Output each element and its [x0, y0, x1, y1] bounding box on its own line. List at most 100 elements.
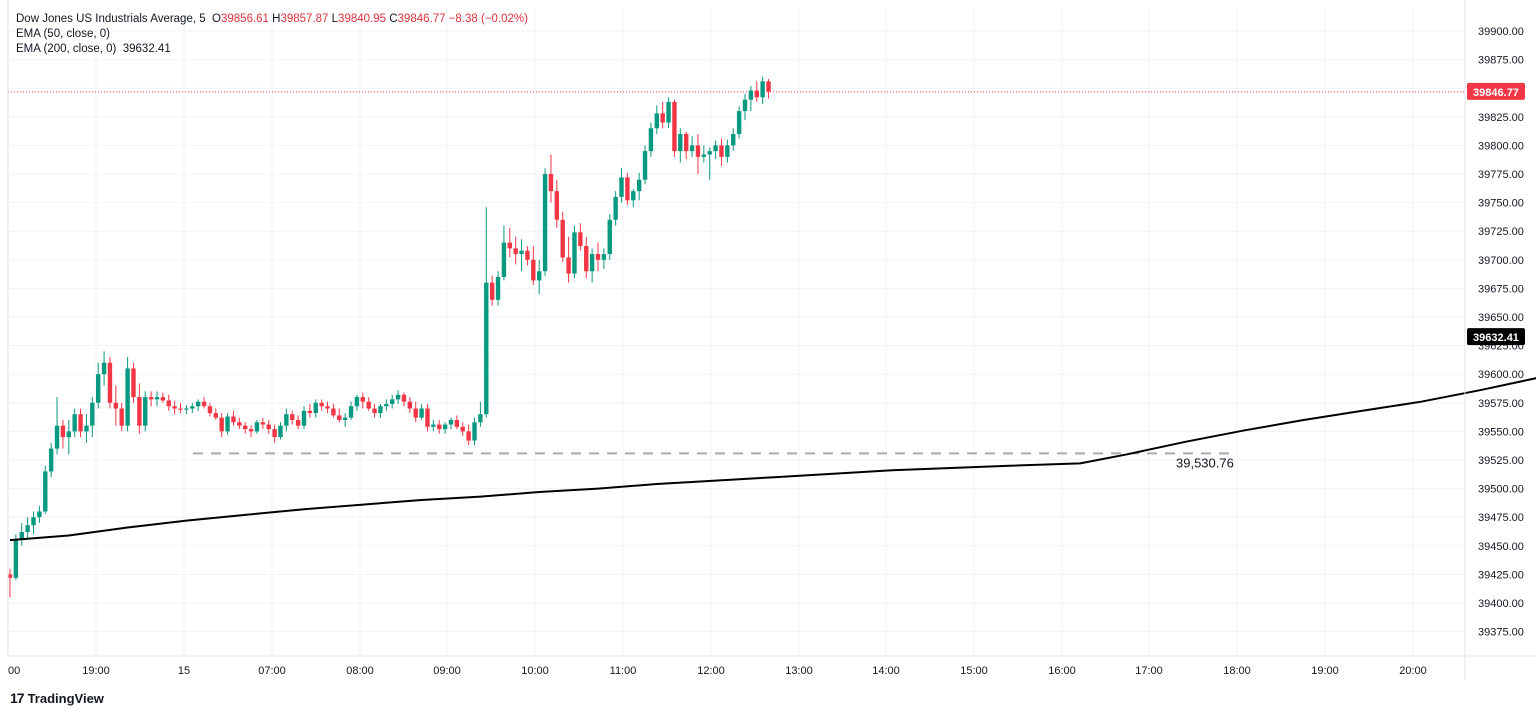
candle-body — [96, 374, 101, 403]
candle-body — [148, 397, 154, 400]
ema200-badge-text: 39632.41 — [1473, 332, 1519, 344]
candle-body — [301, 410, 307, 426]
tradingview-brand[interactable]: 17 TradingView — [10, 690, 104, 706]
candle — [272, 424, 277, 443]
candle-body — [260, 422, 266, 425]
candle-body — [701, 154, 707, 157]
candle-body — [472, 422, 477, 441]
candle-body — [54, 425, 60, 449]
symbol-name[interactable]: Dow Jones US Industrials Average, 5 — [16, 13, 206, 25]
candle-body — [201, 401, 207, 407]
candle — [595, 242, 601, 272]
candle — [313, 399, 318, 418]
candle — [672, 99, 677, 157]
x-tick-label: 07:00 — [258, 665, 286, 677]
last-price-badge-bg — [1467, 82, 1525, 100]
candle — [613, 191, 618, 226]
candle — [507, 227, 512, 258]
grid — [7, 8, 1465, 656]
y-tick-label: 39575.00 — [1478, 398, 1524, 410]
candle-body — [454, 419, 460, 427]
ema200-badge: 39632.41 — [1467, 328, 1525, 346]
candle — [625, 172, 630, 205]
y-tick-label: 39550.00 — [1478, 426, 1524, 438]
candle-body — [713, 145, 718, 152]
candle-body — [160, 397, 166, 401]
candle-body — [231, 416, 236, 423]
candle-body — [131, 368, 136, 398]
candle-body — [90, 402, 95, 426]
candle — [454, 415, 460, 430]
candle — [566, 236, 571, 283]
candle — [648, 122, 654, 157]
candle-body — [113, 402, 119, 409]
candle — [372, 403, 377, 418]
candle-body — [313, 402, 318, 414]
candle-body — [572, 232, 577, 274]
candle-body — [107, 362, 113, 403]
candle — [631, 188, 636, 208]
candle-body — [766, 81, 771, 92]
candle-body — [390, 399, 395, 404]
legend-ema200-row[interactable]: EMA (200, close, 0) 39632.41 — [16, 42, 528, 57]
y-tick-label: 39650.00 — [1478, 312, 1524, 324]
candle — [607, 214, 612, 260]
candle-body — [678, 133, 683, 152]
candle-body — [642, 151, 648, 180]
candle-body — [425, 408, 430, 427]
candle-body — [725, 145, 730, 157]
candle — [460, 422, 465, 436]
y-tick-label: 39450.00 — [1478, 541, 1524, 553]
candle-body — [507, 242, 512, 249]
candle — [407, 397, 413, 414]
candle-body — [684, 133, 689, 152]
candle-body — [207, 406, 213, 414]
candle — [466, 424, 471, 446]
candle — [425, 403, 430, 432]
y-tick-label: 39875.00 — [1478, 55, 1524, 67]
y-tick-label: 39600.00 — [1478, 369, 1524, 381]
candle-body — [754, 90, 759, 98]
legend-ema50-row[interactable]: EMA (50, close, 0) — [16, 27, 528, 42]
last-price-badge-text: 39846.77 — [1473, 87, 1519, 99]
candle-body — [31, 517, 36, 526]
candle-body — [495, 276, 501, 300]
candle — [537, 259, 542, 295]
candle-body — [248, 429, 254, 432]
candle — [378, 403, 383, 418]
candle-body — [284, 414, 289, 426]
candle — [113, 385, 119, 426]
candle-body — [125, 368, 130, 426]
y-tick-label: 39750.00 — [1478, 198, 1524, 210]
candle — [589, 248, 595, 283]
candle — [307, 403, 313, 418]
candle — [107, 357, 113, 409]
candle — [342, 413, 348, 427]
candle — [695, 133, 701, 174]
candle — [337, 408, 342, 423]
brand-name: TradingView — [27, 690, 104, 706]
candle — [431, 419, 436, 432]
y-tick-label: 39400.00 — [1478, 598, 1524, 610]
candle-body — [648, 128, 654, 152]
candle — [154, 391, 160, 407]
candle — [66, 419, 71, 455]
candle-body — [384, 403, 389, 407]
x-tick-label: 17:00 — [1135, 665, 1163, 677]
candle — [754, 81, 759, 102]
candle-body — [331, 408, 336, 416]
y-tick-label: 39825.00 — [1478, 112, 1524, 124]
candle — [84, 414, 89, 443]
candle-body — [178, 408, 183, 410]
candles — [7, 76, 771, 598]
candle — [578, 223, 583, 251]
chart-legend: Dow Jones US Industrials Average, 5 O398… — [16, 12, 528, 57]
candle — [90, 397, 95, 438]
candle — [260, 417, 266, 430]
candle-body — [48, 448, 54, 472]
candle — [354, 394, 360, 411]
candle-body — [407, 401, 413, 409]
candle-body — [360, 397, 365, 402]
